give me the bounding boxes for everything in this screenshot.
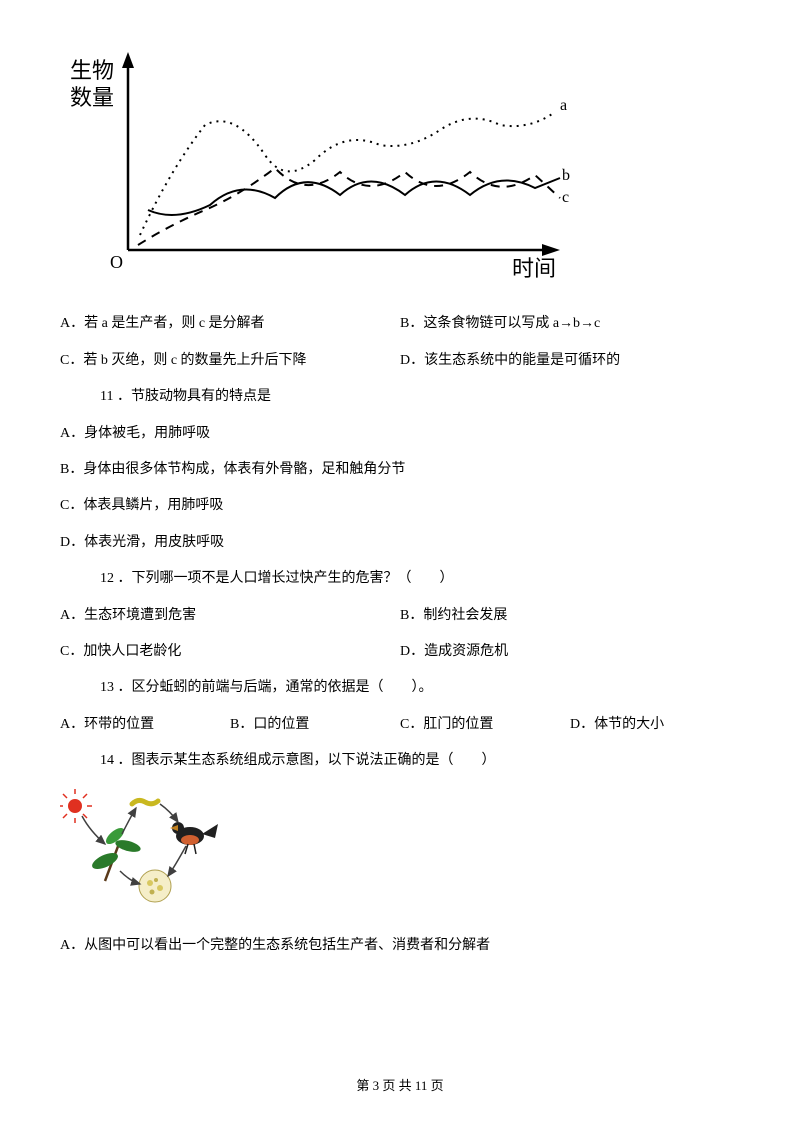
q13-option-b: B．口的位置 — [230, 714, 400, 736]
q12-option-b: B．制约社会发展 — [400, 605, 740, 627]
q13-text: 13 ．区分蚯蚓的前端与后端，通常的依据是（ ）。 — [100, 677, 740, 699]
series-label-c: c — [562, 189, 569, 206]
series-a — [140, 112, 555, 235]
ecosystem-diagram — [60, 786, 740, 914]
q12-option-c: C．加快人口老龄化 — [60, 641, 400, 663]
q11-option-b: B．身体由很多体节构成，体表有外骨骼，足和触角分节 — [60, 459, 740, 481]
q12-text: 12 ．下列哪一项不是人口增长过快产生的危害？（ ） — [100, 568, 740, 590]
plant-icon — [90, 826, 142, 882]
series-c — [138, 168, 560, 245]
q13-option-d: D．体节的大小 — [570, 714, 740, 736]
page-footer: 第 3 页 共 11 页 — [0, 1076, 800, 1097]
chart-origin: O — [110, 252, 123, 272]
q10-option-d: D．该生态系统中的能量是可循环的 — [400, 350, 740, 372]
q12-option-a: A．生态环境遭到危害 — [60, 605, 400, 627]
bird-icon — [170, 822, 218, 854]
chart-biomass-time: 生物 数量 O 时间 a b c — [70, 50, 740, 288]
q10-option-c: C．若 b 灭绝，则 c 的数量先上升后下降 — [60, 350, 400, 372]
q11-text: 11 ．节肢动物具有的特点是 — [100, 386, 740, 408]
q11-option-d: D．体表光滑，用皮肤呼吸 — [60, 532, 740, 554]
series-label-a: a — [560, 97, 567, 114]
q10-option-b: B．这条食物链可以写成 a→b→c — [400, 313, 740, 335]
q14-text: 14 ．图表示某生态系统组成示意图，以下说法正确的是（ ） — [100, 750, 740, 772]
chart-ylabel-2: 数量 — [70, 85, 114, 110]
sun-icon — [68, 799, 82, 813]
q13-option-c: C．肛门的位置 — [400, 714, 570, 736]
q10-option-a: A．若 a 是生产者，则 c 是分解者 — [60, 313, 400, 335]
q14-option-a: A．从图中可以看出一个完整的生态系统包括生产者、消费者和分解者 — [60, 935, 740, 957]
series-b — [148, 178, 560, 215]
q11-option-c: C．体表具鳞片，用肺呼吸 — [60, 495, 740, 517]
caterpillar-icon — [132, 801, 158, 805]
chart-xlabel: 时间 — [512, 256, 556, 280]
chart-ylabel-1: 生物 — [70, 58, 114, 83]
q11-option-a: A．身体被毛，用肺呼吸 — [60, 423, 740, 445]
series-label-b: b — [562, 167, 570, 184]
q13-option-a: A．环带的位置 — [60, 714, 230, 736]
q12-option-d: D．造成资源危机 — [400, 641, 740, 663]
decomposer-icon — [139, 870, 171, 902]
